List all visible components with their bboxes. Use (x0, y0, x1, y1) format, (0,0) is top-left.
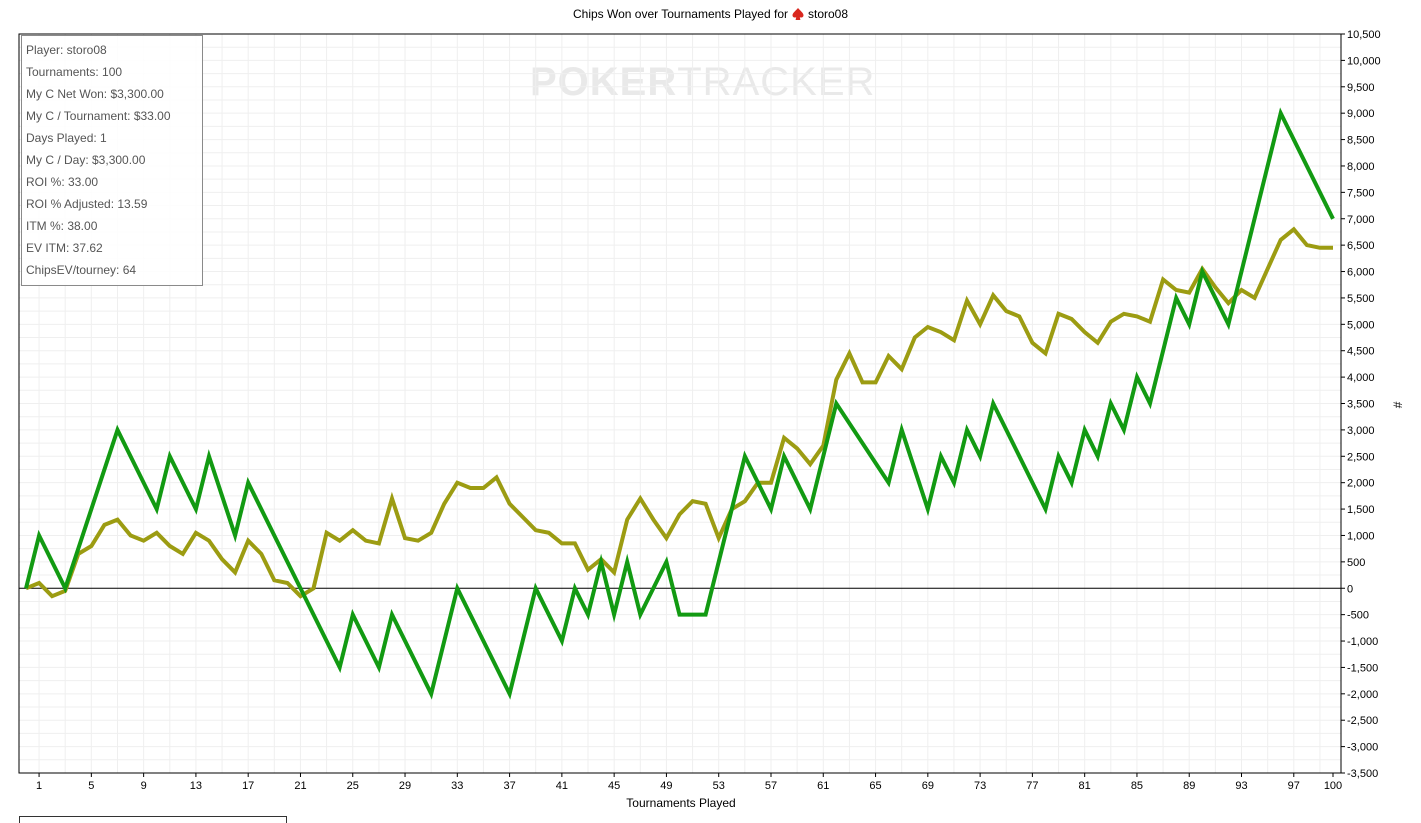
y-tick-label: 8,500 (1347, 135, 1375, 147)
x-tick-label: 25 (347, 780, 359, 792)
y-tick-label: 4,000 (1347, 372, 1375, 384)
stats-row: ROI %: 33.00 (26, 175, 99, 189)
x-tick-label: 9 (141, 780, 147, 792)
x-tick-label: 81 (1079, 780, 1091, 792)
stats-row: ChipsEV/tourney: 64 (26, 263, 137, 277)
stats-row: My C / Day: $3,300.00 (26, 153, 146, 167)
x-tick-label: 93 (1235, 780, 1247, 792)
y-tick-label: -3,000 (1347, 742, 1378, 754)
x-tick-label: 53 (713, 780, 725, 792)
stats-row: ITM %: 38.00 (26, 219, 98, 233)
stats-row: Tournaments: 100 (26, 65, 123, 79)
y-tick-label: -1,000 (1347, 636, 1378, 648)
y-tick-label: 9,500 (1347, 82, 1375, 94)
x-tick-label: 21 (294, 780, 306, 792)
x-tick-label: 37 (503, 780, 515, 792)
x-tick-label: 17 (242, 780, 254, 792)
y-tick-label: 6,000 (1347, 267, 1375, 279)
y-tick-label: 3,500 (1347, 399, 1375, 411)
chart-title-text: Chips Won over Tournaments Played for (572, 7, 788, 21)
spade-icon (792, 8, 804, 20)
x-axis-ticks: 1 5 9 13 17 21 25 29 33 37 41 45 49 53 57 61 65 69 73 77 81 8… (36, 773, 1342, 792)
series-lines (24, 107, 1335, 700)
y-tick-label: 1,000 (1347, 530, 1375, 542)
stats-row: Player: storo08 (26, 43, 107, 57)
y-tick-label: -2,000 (1347, 689, 1378, 701)
y-tick-label: -1,500 (1347, 662, 1378, 674)
stats-row: Days Played: 1 (26, 131, 107, 145)
y-axis-label: # (1390, 401, 1405, 409)
y-axis-ticks: -3,500 -3,000 -2,500 -2,000 -1,500 -1,000 -500… (1341, 29, 1381, 780)
y-tick-label: 10,000 (1347, 55, 1381, 67)
y-tick-label: 5,500 (1347, 293, 1375, 305)
y-tick-label: 4,500 (1347, 346, 1375, 358)
x-tick-label: 85 (1131, 780, 1143, 792)
series-line-0 (24, 107, 1335, 700)
x-tick-label: 29 (399, 780, 411, 792)
y-tick-label: 2,000 (1347, 478, 1375, 490)
x-tick-label: 65 (869, 780, 881, 792)
x-tick-label: 77 (1026, 780, 1038, 792)
y-tick-label: 5,000 (1347, 319, 1375, 331)
y-tick-label: 7,500 (1347, 187, 1375, 199)
chart-title-player: storo08 (807, 7, 849, 21)
x-tick-label: 97 (1288, 780, 1300, 792)
x-tick-label: 41 (556, 780, 568, 792)
x-tick-label: 33 (451, 780, 463, 792)
y-tick-label: 500 (1347, 557, 1365, 569)
series-line-1 (25, 226, 1333, 599)
x-tick-label: 100 (1324, 780, 1342, 792)
y-tick-label: 3,000 (1347, 425, 1375, 437)
chart-title: Chips Won over Tournaments Played for st… (0, 7, 1421, 21)
pokertracker-watermark: POKERTRACKER (530, 60, 876, 104)
x-tick-label: 89 (1183, 780, 1195, 792)
x-tick-label: 13 (190, 780, 202, 792)
y-tick-label: 2,500 (1347, 451, 1375, 463)
stats-row: ROI % Adjusted: 13.59 (26, 197, 148, 211)
x-tick-label: 5 (88, 780, 94, 792)
y-tick-label: 9,000 (1347, 108, 1375, 120)
stats-panel: Player: storo08 Tournaments: 100 My C Net … (21, 35, 203, 286)
grid-lines (19, 33, 1341, 774)
y-tick-label: 8,000 (1347, 161, 1375, 173)
x-tick-label: 69 (922, 780, 934, 792)
y-tick-label: 10,500 (1347, 29, 1381, 41)
y-tick-label: 7,000 (1347, 214, 1375, 226)
y-tick-label: 1,500 (1347, 504, 1375, 516)
stats-row: My C / Tournament: $33.00 (26, 109, 171, 123)
y-tick-label: -500 (1347, 610, 1369, 622)
x-tick-label: 49 (660, 780, 672, 792)
y-tick-label: -3,500 (1347, 768, 1378, 780)
x-axis-label: Tournaments Played (626, 796, 736, 810)
x-tick-label: 1 (36, 780, 42, 792)
y-tick-label: 6,500 (1347, 240, 1375, 252)
x-tick-label: 61 (817, 780, 829, 792)
x-tick-label: 73 (974, 780, 986, 792)
y-tick-label: -2,500 (1347, 715, 1378, 727)
stats-row: My C Net Won: $3,300.00 (26, 87, 164, 101)
stats-row: EV ITM: 37.62 (26, 241, 103, 255)
y-tick-label: 0 (1347, 583, 1353, 595)
x-tick-label: 57 (765, 780, 777, 792)
x-tick-label: 45 (608, 780, 620, 792)
